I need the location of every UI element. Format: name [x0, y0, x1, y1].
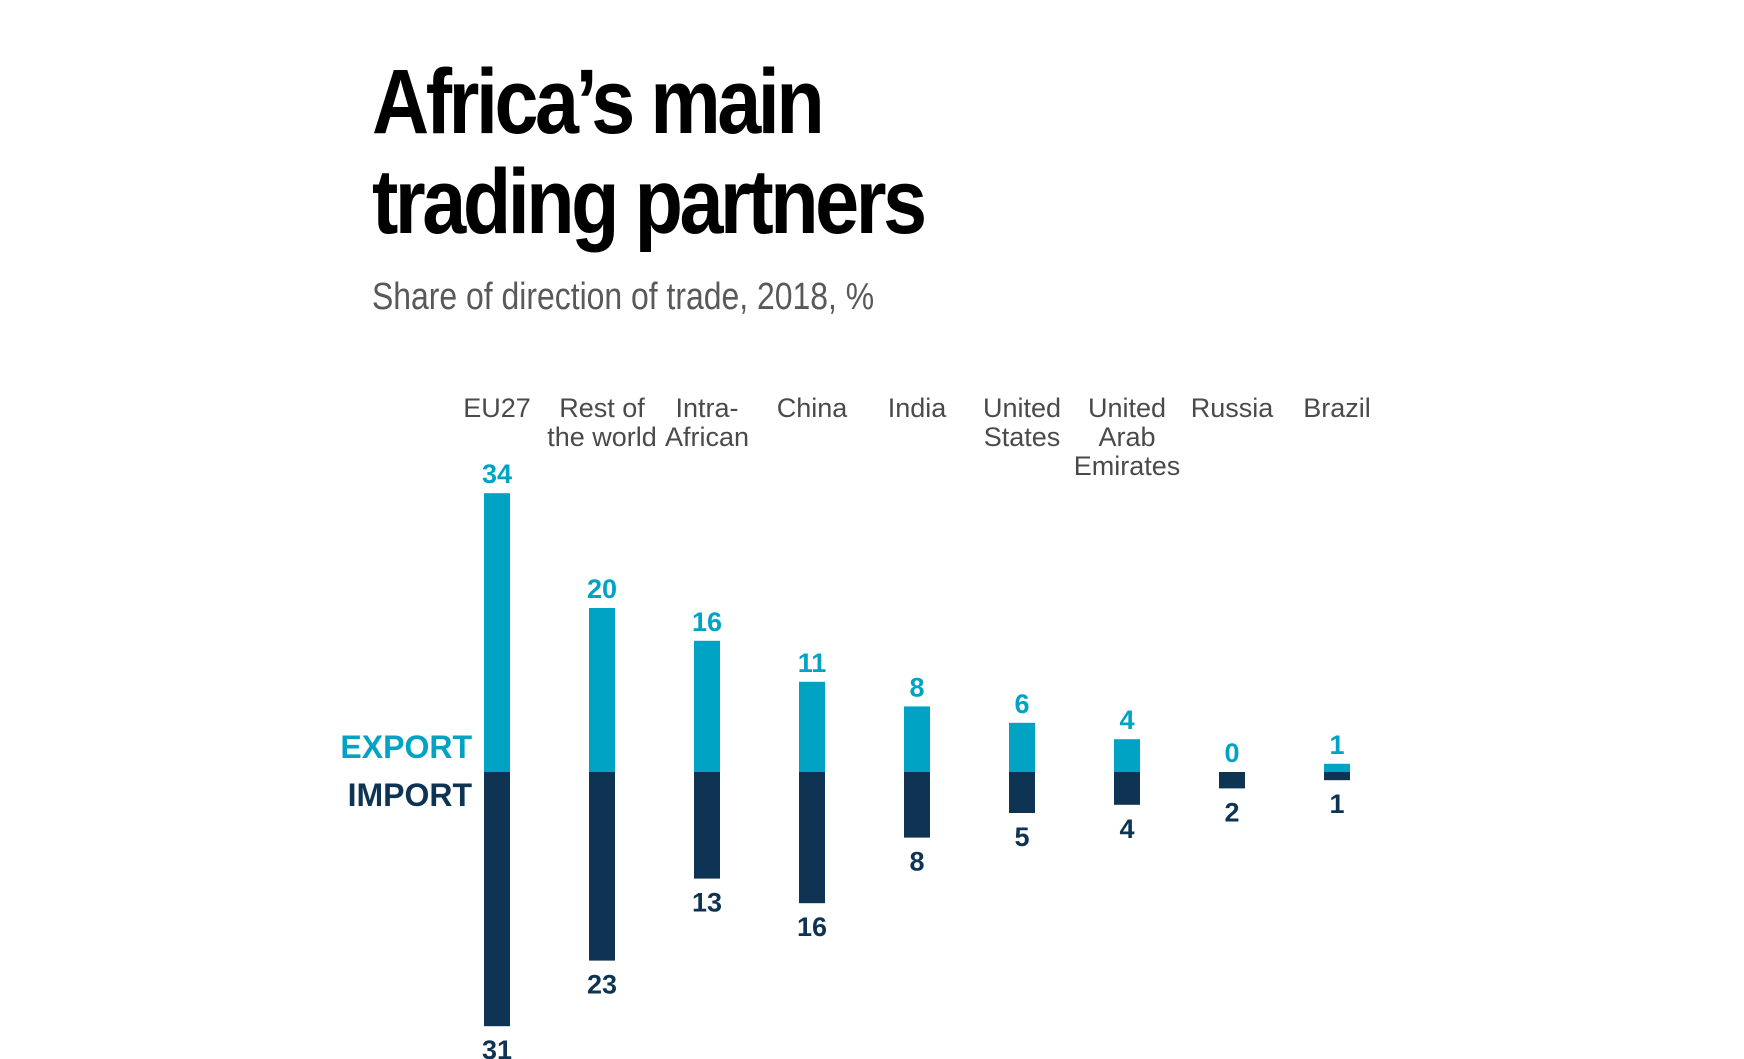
category-label: United States: [983, 393, 1061, 452]
category-label: Intra-African: [665, 393, 749, 452]
chart-title-line-2: trading partners: [372, 151, 927, 253]
export-bar: [1324, 763, 1350, 772]
category-label-line: Arab: [1098, 422, 1155, 452]
import-value-label: 1: [1329, 789, 1344, 819]
export-value-label: 34: [482, 459, 512, 489]
category-label-line: Brazil: [1303, 393, 1371, 423]
export-bar: [799, 681, 825, 772]
category-label: China: [777, 393, 849, 423]
legend-export: EXPORT: [340, 729, 472, 765]
export-value-label: 20: [587, 574, 617, 604]
import-value-label: 16: [797, 912, 827, 942]
export-value-label: 16: [692, 607, 722, 637]
category-label: United Arab Emirates: [1074, 393, 1181, 481]
category-label-line: India: [888, 393, 948, 423]
category-label-line: African: [665, 422, 749, 452]
category-label-line: States: [984, 422, 1061, 452]
import-value-label: 2: [1224, 797, 1239, 827]
category-label: Russia: [1191, 393, 1275, 423]
import-bar: [904, 772, 930, 838]
export-value-label: 4: [1119, 705, 1134, 735]
export-value-label: 0: [1224, 738, 1239, 768]
import-value-label: 5: [1014, 822, 1029, 852]
export-bar: [904, 706, 930, 772]
export-bar: [1009, 722, 1035, 772]
export-bar: [1114, 739, 1140, 772]
bars-group: [484, 493, 1350, 1027]
export-bar: [589, 608, 615, 772]
import-bar: [484, 772, 510, 1027]
chart-subtitle: Share of direction of trade, 2018, %: [372, 276, 875, 318]
import-bar: [1219, 772, 1245, 789]
category-label-line: EU27: [463, 393, 531, 423]
import-value-label: 13: [692, 888, 722, 918]
category-label-line: China: [777, 393, 849, 423]
import-bar: [799, 772, 825, 904]
import-value-label: 31: [482, 1035, 512, 1059]
export-bar: [694, 640, 720, 772]
category-label: Rest of the world: [547, 393, 657, 452]
legend-import: IMPORT: [348, 777, 473, 813]
category-label-line: Rest of: [559, 393, 645, 423]
import-bar: [694, 772, 720, 879]
category-label: India: [888, 393, 948, 423]
chart-title: Africa’s main trading partners: [372, 51, 927, 253]
import-bar: [1114, 772, 1140, 805]
category-label-line: the world: [547, 422, 657, 452]
import-bar: [1009, 772, 1035, 813]
export-value-label: 8: [909, 672, 924, 702]
import-bar: [1324, 772, 1350, 781]
import-value-label: 4: [1119, 814, 1134, 844]
category-label-line: United: [1088, 393, 1166, 423]
chart-title-line-1: Africa’s main: [372, 51, 825, 153]
export-bar: [484, 493, 510, 772]
category-label-line: Russia: [1191, 393, 1275, 423]
category-label-line: United: [983, 393, 1061, 423]
category-label-line: Intra-: [675, 393, 738, 423]
import-bar: [589, 772, 615, 961]
import-value-label: 23: [587, 970, 617, 1000]
category-label: Brazil: [1303, 393, 1371, 423]
import-value-label: 8: [909, 847, 924, 877]
category-label-line: Emirates: [1074, 451, 1181, 481]
export-value-label: 11: [798, 648, 827, 678]
export-value-label: 6: [1014, 689, 1029, 719]
category-label: EU27: [463, 393, 531, 423]
export-value-label: 1: [1329, 730, 1344, 760]
